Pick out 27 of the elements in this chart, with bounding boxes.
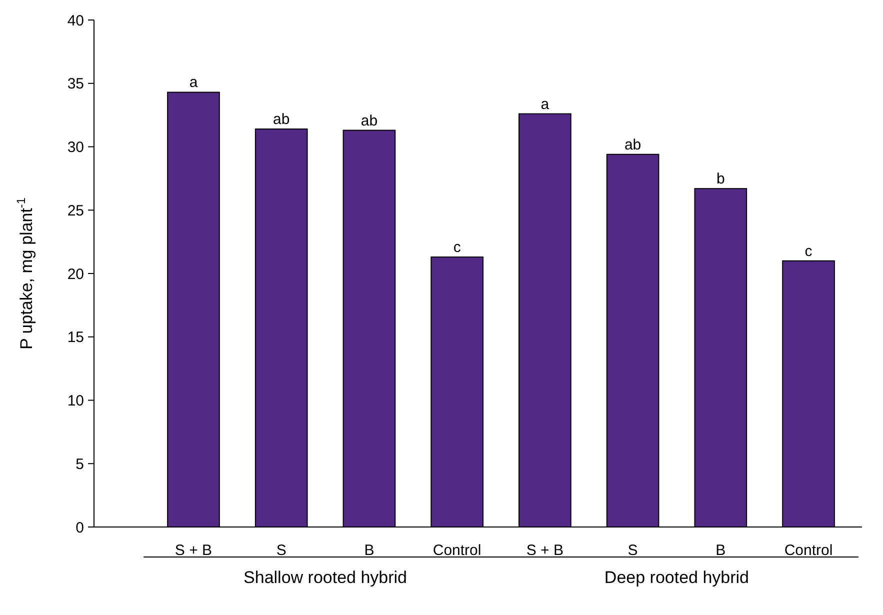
y-tick-label: 35 — [67, 76, 84, 93]
x-tick-label: B — [716, 542, 726, 559]
data-label: ab — [273, 111, 290, 128]
text: Deep rooted hybrid — [604, 568, 750, 587]
y-tick-label: 25 — [67, 202, 84, 220]
text: Shallow rooted hybrid — [244, 568, 408, 587]
x-tick-label: Control — [432, 542, 482, 559]
data-label: b — [716, 170, 725, 188]
data-label: c — [453, 239, 462, 256]
x-tick-label: S — [276, 542, 286, 559]
y-tick-label: 20 — [67, 266, 84, 283]
data-label: a — [189, 74, 198, 92]
y-tick-label: 40 — [67, 12, 84, 30]
data-label: c — [804, 242, 813, 260]
data-label: a — [540, 96, 550, 113]
x-tick-label: B — [364, 542, 374, 559]
x-tick-label: S — [628, 542, 638, 559]
x-tick-label: Control — [784, 542, 833, 559]
data-label: ab — [624, 136, 642, 154]
y-tick-label: 0 — [76, 519, 84, 536]
y-tick-label: 5 — [76, 456, 84, 473]
y-tick-label: 15 — [67, 329, 84, 346]
y-tick-label: 30 — [67, 139, 84, 156]
data-label: ab — [360, 112, 378, 130]
x-tick-label: S + B — [174, 542, 212, 559]
x-tick-label: S + B — [526, 542, 564, 559]
y-tick-label: 10 — [67, 392, 84, 410]
